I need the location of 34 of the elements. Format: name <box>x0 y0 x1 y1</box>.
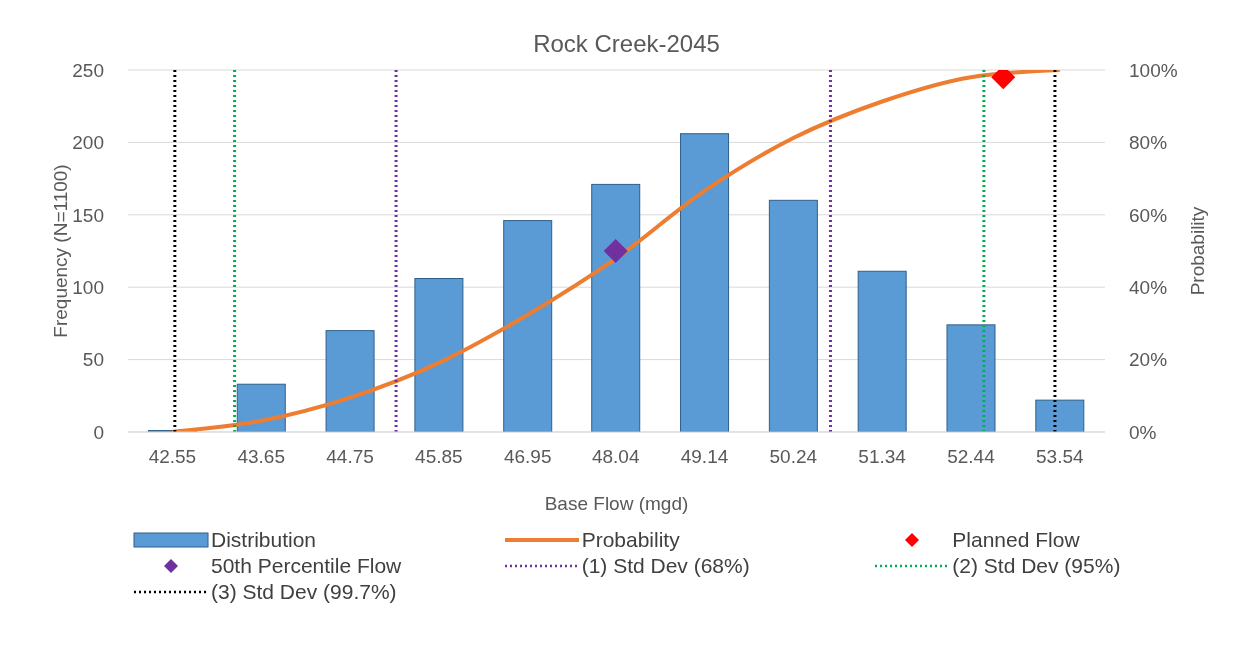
legend-label: (1) Std Dev (68%) <box>581 554 750 578</box>
x-tick-label: 42.55 <box>148 446 197 468</box>
legend-label: Probability <box>581 528 680 552</box>
x-tick-label: 52.44 <box>947 446 996 468</box>
y-tick-label: 150 <box>72 204 104 226</box>
x-tick-label: 49.14 <box>680 446 729 468</box>
y2-tick-label: 20% <box>1129 349 1168 371</box>
y2-tick-label: 100% <box>1129 59 1178 81</box>
legend-label: (3) Std Dev (99.7%) <box>211 580 397 604</box>
y-tick-label: 100 <box>72 276 104 298</box>
legend-label: Planned Flow <box>952 528 1080 552</box>
y2-axis-title: Probability <box>1186 206 1208 296</box>
x-tick-label: 51.34 <box>858 446 907 468</box>
y2-tick-label: 0% <box>1129 421 1157 443</box>
x-tick-label: 50.24 <box>769 446 818 468</box>
legend-label: 50th Percentile Flow <box>211 554 402 578</box>
legend-label: Distribution <box>211 528 317 552</box>
x-tick-label: 45.85 <box>415 446 463 468</box>
x-tick-label: 44.75 <box>326 446 374 468</box>
x-tick-label: 43.65 <box>237 446 285 468</box>
y2-tick-label: 80% <box>1129 132 1168 154</box>
x-tick-label: 53.54 <box>1036 446 1084 468</box>
chart-title: Rock Creek-2045 <box>532 29 721 59</box>
x-axis-title: Base Flow (mgd) <box>544 493 689 514</box>
x-tick-label: 46.95 <box>503 446 552 468</box>
y-tick-label: 0 <box>93 421 104 443</box>
y-axis-title: Frequency (N=1100) <box>49 164 71 338</box>
y-tick-label: 50 <box>82 349 104 371</box>
y-tick-label: 200 <box>72 132 104 154</box>
y2-tick-label: 40% <box>1129 276 1168 298</box>
y2-tick-label: 60% <box>1129 204 1168 226</box>
x-tick-label: 48.04 <box>591 446 640 468</box>
legend-label: (2) Std Dev (95%) <box>952 554 1121 578</box>
y-tick-label: 250 <box>72 59 104 81</box>
